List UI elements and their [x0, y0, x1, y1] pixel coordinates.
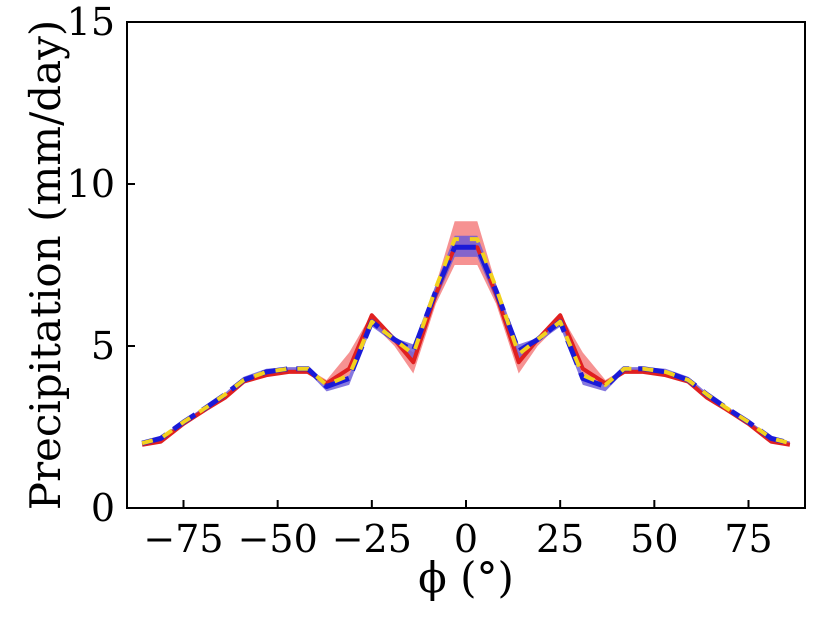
y-axis-label: Precipitation (mm/day) [21, 20, 70, 511]
x-tick-label: −50 [238, 517, 318, 561]
series-line-3 [141, 237, 791, 446]
x-tick-label: −75 [143, 517, 223, 561]
y-tick-label: 15 [67, 0, 115, 44]
x-axis-ticks: −75 −50 −25 0 25 50 75 [143, 500, 773, 561]
y-tick-label: 10 [67, 162, 115, 206]
series-line-2 [141, 244, 791, 446]
y-tick-label: 0 [91, 486, 115, 530]
x-axis-label: ϕ (°) [418, 553, 514, 602]
series-lines [141, 237, 791, 447]
x-tick-label: 25 [536, 517, 584, 561]
x-tick-label: 0 [454, 517, 478, 561]
uncertainty-bands [142, 221, 790, 445]
x-tick-label: 50 [630, 517, 678, 561]
y-axis-ticks: 0 5 10 15 [67, 0, 135, 530]
series-line-1 [141, 245, 791, 447]
band-2 [142, 235, 790, 445]
y-tick-label: 5 [91, 324, 115, 368]
x-tick-label: −25 [332, 517, 412, 561]
x-tick-label: 75 [724, 517, 772, 561]
